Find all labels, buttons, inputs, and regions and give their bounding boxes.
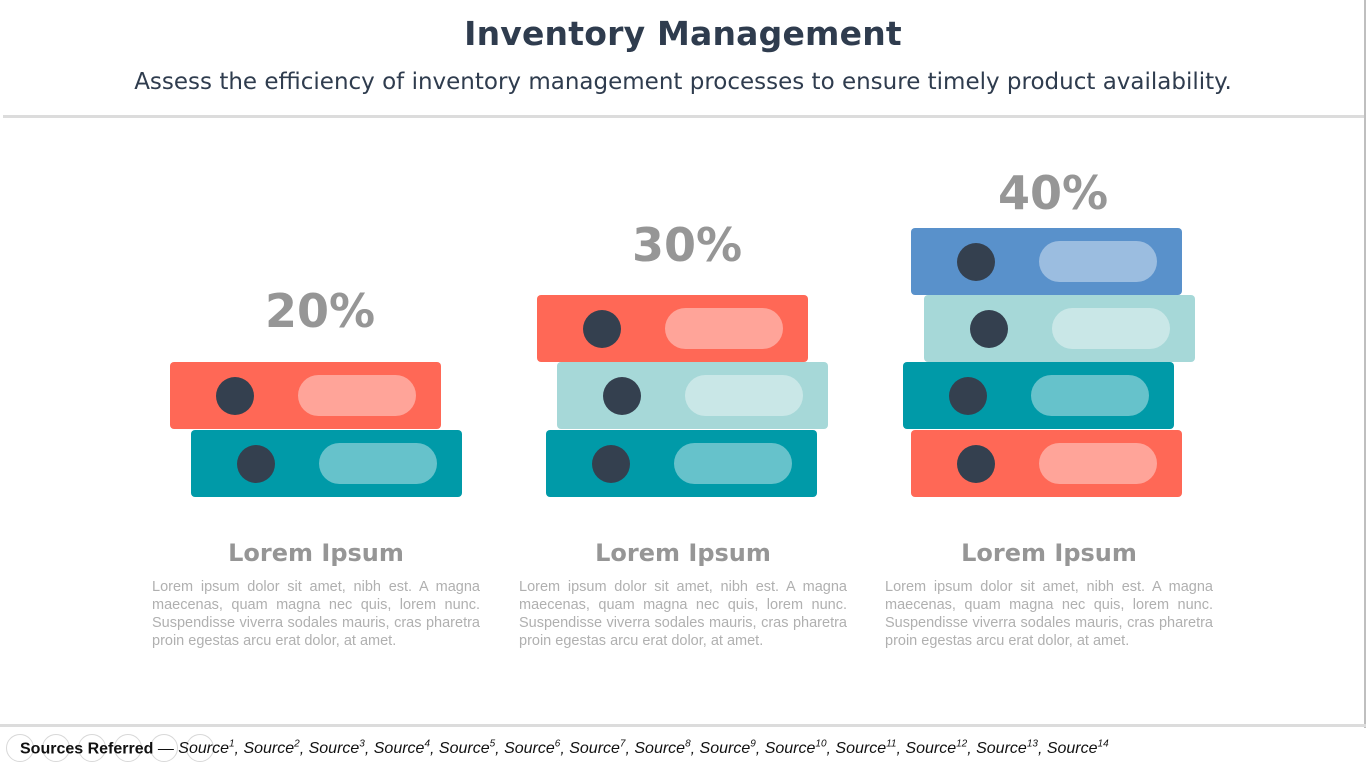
source-item: Source13 xyxy=(976,739,1038,758)
source-word: Source xyxy=(1046,740,1098,758)
book-stack-item xyxy=(924,295,1195,362)
header-divider xyxy=(3,115,1366,118)
source-item: Source5 xyxy=(438,739,496,758)
sources-label: Sources Referred xyxy=(20,740,154,758)
book-label-pill xyxy=(319,443,437,484)
next-slide-icon[interactable] xyxy=(42,734,70,762)
slides-grid-icon[interactable] xyxy=(114,734,142,762)
source-word: Source xyxy=(438,740,490,758)
book-label-pill xyxy=(685,375,803,416)
source-item: Source11 xyxy=(835,739,897,758)
source-item: Source12 xyxy=(905,739,968,758)
book-label-dot xyxy=(957,445,995,483)
percent-label: 40% xyxy=(997,166,1109,220)
source-item: Source3 xyxy=(308,739,365,758)
source-number: 9 xyxy=(750,739,756,750)
sources-footer: Sources Referred — Source1, Source2, Sou… xyxy=(20,739,1109,758)
source-number: 4 xyxy=(424,739,431,750)
book-label-dot xyxy=(603,377,641,415)
source-number: 12 xyxy=(956,739,968,750)
source-item: Source8 xyxy=(634,739,691,758)
source-word: Source xyxy=(504,740,555,758)
source-item: Source9 xyxy=(699,739,756,758)
book-label-pill xyxy=(665,308,783,349)
source-word: Source xyxy=(243,740,295,758)
book-stack-item xyxy=(557,362,828,429)
book-stack-item xyxy=(903,362,1174,429)
source-item: Source4 xyxy=(373,739,431,758)
zoom-icon[interactable] xyxy=(150,734,178,762)
book-label-pill xyxy=(1039,443,1157,484)
book-label-dot xyxy=(957,243,995,281)
source-number: 10 xyxy=(815,739,827,750)
source-word: Source xyxy=(699,740,751,758)
source-word: Source xyxy=(976,740,1027,758)
percent-label: 30% xyxy=(631,218,743,272)
book-label-dot xyxy=(949,377,987,415)
book-stack-item xyxy=(911,228,1182,295)
book-label-dot xyxy=(216,377,254,415)
source-number: 3 xyxy=(359,739,365,750)
book-stack-item xyxy=(546,430,817,497)
source-number: 11 xyxy=(886,739,897,750)
book-stack-item xyxy=(537,295,808,362)
source-number: 7 xyxy=(619,739,626,750)
source-word: Source xyxy=(308,740,360,758)
book-stack-item xyxy=(170,362,441,429)
book-label-pill xyxy=(298,375,416,416)
source-item: Source7 xyxy=(569,739,626,758)
source-item: Source1 xyxy=(178,739,235,758)
source-word: Source xyxy=(569,740,620,758)
source-number: 1 xyxy=(228,739,235,750)
source-item: Source2 xyxy=(243,739,300,758)
page-subtitle: Assess the efficiency of inventory manag… xyxy=(134,69,1232,95)
book-label-pill xyxy=(1031,375,1149,416)
book-label-pill xyxy=(674,443,792,484)
source-word: Source xyxy=(373,740,425,758)
source-word: Source xyxy=(178,740,229,758)
source-number: 6 xyxy=(554,739,561,750)
source-word: Source xyxy=(634,740,686,758)
source-number: 14 xyxy=(1097,739,1109,750)
pen-icon[interactable] xyxy=(78,734,106,762)
source-number: 13 xyxy=(1026,739,1038,750)
column-description: Lorem ipsum dolor sit amet, nibh est. A … xyxy=(519,579,847,649)
sources-list: Source1, Source2, Source3, Source4, Sour… xyxy=(178,739,1109,758)
presentation-controls xyxy=(6,734,214,764)
source-number: 8 xyxy=(685,739,691,750)
source-number: 5 xyxy=(489,739,496,750)
footer-divider xyxy=(0,724,1366,727)
book-stack-item xyxy=(911,430,1182,497)
prev-slide-icon[interactable] xyxy=(6,734,34,762)
column-description: Lorem ipsum dolor sit amet, nibh est. A … xyxy=(885,579,1213,649)
source-word: Source xyxy=(835,740,887,758)
book-label-dot xyxy=(592,445,630,483)
page-title: Inventory Management xyxy=(464,14,902,53)
book-stack-item xyxy=(191,430,462,497)
sources-separator: — xyxy=(153,740,179,758)
book-label-dot xyxy=(237,445,275,483)
source-number: 2 xyxy=(294,739,300,750)
more-options-icon[interactable] xyxy=(186,734,214,762)
book-label-dot xyxy=(970,310,1008,348)
column-description: Lorem ipsum dolor sit amet, nibh est. A … xyxy=(152,579,480,649)
column-heading: Lorem Ipsum xyxy=(961,539,1137,567)
source-item: Source6 xyxy=(504,739,561,758)
book-label-pill xyxy=(1039,241,1157,282)
source-item: Source10 xyxy=(764,739,827,758)
source-word: Source xyxy=(905,740,957,758)
book-label-pill xyxy=(1052,308,1170,349)
column-heading: Lorem Ipsum xyxy=(595,539,771,567)
percent-label: 20% xyxy=(264,284,376,338)
book-label-dot xyxy=(583,310,621,348)
column-heading: Lorem Ipsum xyxy=(228,539,404,567)
source-word: Source xyxy=(764,740,816,758)
source-item: Source14 xyxy=(1046,739,1109,758)
slide-edge xyxy=(1364,0,1366,728)
